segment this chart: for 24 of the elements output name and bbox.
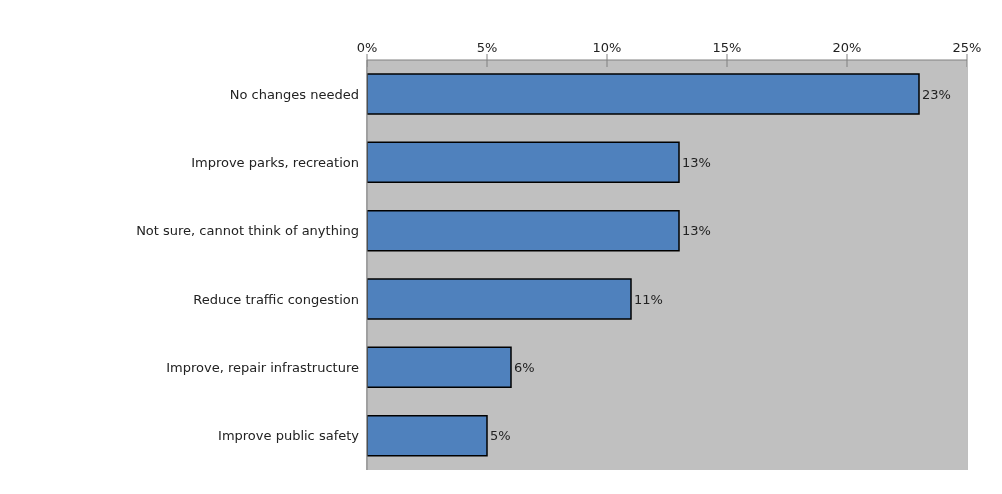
bar (367, 414, 488, 457)
bar (367, 209, 680, 252)
data-label: 23% (922, 86, 951, 102)
data-label: 5% (490, 428, 511, 444)
bar (367, 346, 512, 389)
x-tick-label: 10% (592, 40, 622, 55)
x-tick-label: 20% (832, 40, 862, 55)
y-tick-label: No changes needed (229, 86, 359, 102)
x-tick-label: 0% (356, 40, 378, 55)
y-tick-label: Reduce traffic congestion (193, 291, 359, 307)
y-tick-label: Improve parks, recreation (191, 155, 359, 171)
bar (367, 73, 920, 115)
bar (367, 278, 632, 320)
data-label: 6% (514, 359, 535, 375)
bar (367, 141, 680, 184)
x-tick-label: 25% (952, 40, 982, 55)
data-label: 13% (682, 223, 711, 239)
x-tick-label: 5% (476, 40, 498, 55)
data-label: 11% (634, 291, 663, 307)
x-tick-label: 15% (712, 40, 742, 55)
y-tick-label: Not sure, cannot think of anything (136, 223, 359, 239)
y-tick-label: Improve public safety (218, 428, 360, 444)
data-label: 13% (682, 154, 711, 170)
y-tick-label: Improve, repair infrastructure (166, 360, 359, 376)
